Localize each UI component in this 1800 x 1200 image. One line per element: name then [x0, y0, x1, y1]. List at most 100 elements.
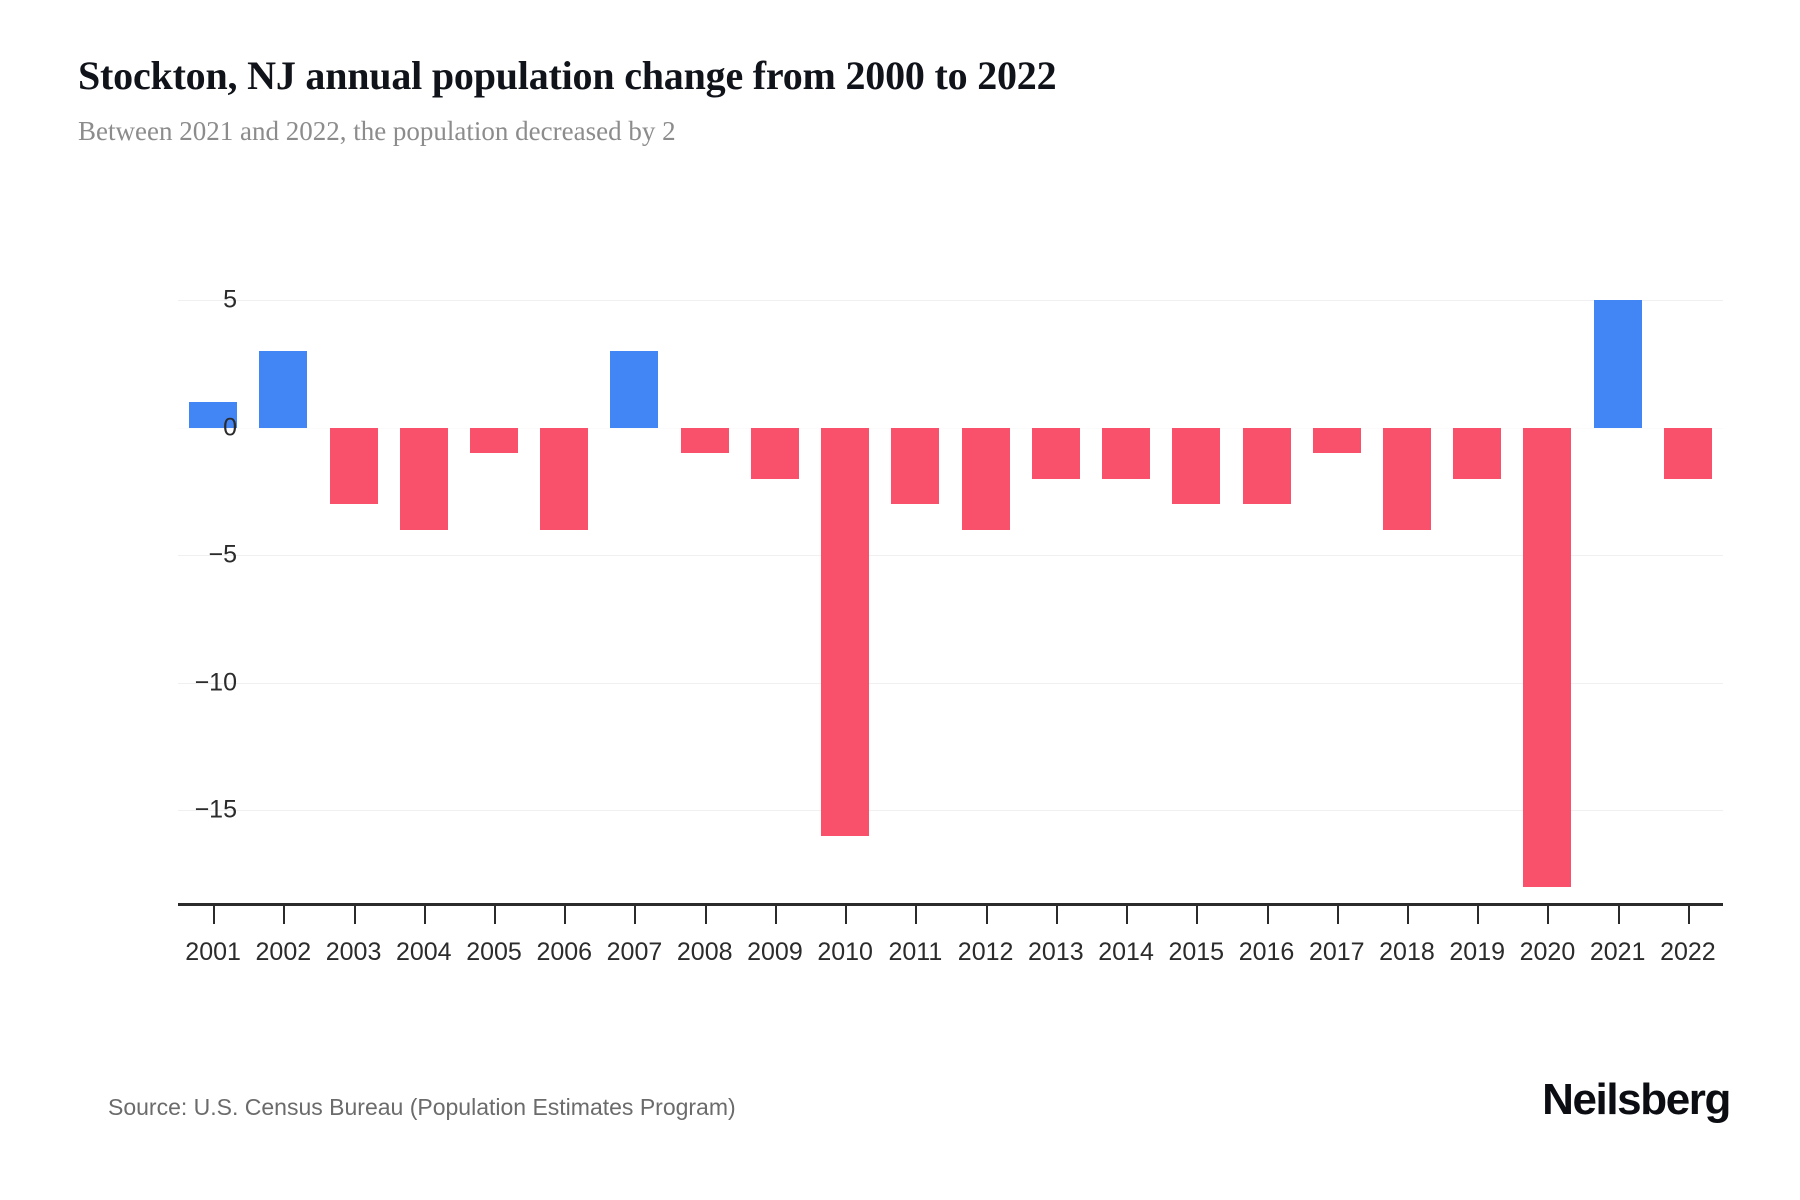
x-axis-tick-label: 2008: [676, 938, 733, 966]
x-axis-tick: [423, 906, 426, 924]
x-axis-tick: [1687, 906, 1690, 924]
x-axis-tick: [845, 906, 848, 924]
bar[interactable]: [1523, 427, 1572, 887]
bar[interactable]: [961, 427, 1010, 530]
x-axis-tick-label: 2003: [325, 938, 382, 966]
x-axis-tick-label: 2006: [536, 938, 593, 966]
bar-slot: [1512, 298, 1582, 903]
x-axis-tick-label: 2020: [1519, 938, 1576, 966]
x-axis-tick-label: 2002: [255, 938, 312, 966]
x-axis-tick-label: 2021: [1589, 938, 1646, 966]
bar[interactable]: [1031, 427, 1080, 479]
bar-slot: [1302, 298, 1372, 903]
bar[interactable]: [1663, 427, 1712, 479]
bar[interactable]: [821, 427, 870, 836]
bar[interactable]: [891, 427, 940, 504]
bar[interactable]: [399, 427, 448, 530]
x-axis-tick-label: 2012: [957, 938, 1014, 966]
bar[interactable]: [259, 351, 308, 428]
bar[interactable]: [540, 427, 589, 530]
bar-slot: [599, 298, 669, 903]
x-axis-tick-label: 2018: [1379, 938, 1435, 966]
bar-slot: [1231, 298, 1301, 903]
source-note: Source: U.S. Census Bureau (Population E…: [108, 1094, 736, 1120]
gridline--10: [178, 682, 1723, 684]
bar[interactable]: [1102, 427, 1151, 479]
x-axis-tick: [283, 906, 286, 924]
x-axis-tick: [1126, 906, 1129, 924]
x-axis-tick-label: 2007: [606, 938, 663, 966]
bar-slot: [880, 298, 950, 903]
x-axis-tick: [1406, 906, 1409, 924]
x-axis-tick-label: 2014: [1098, 938, 1154, 966]
x-axis-tick: [634, 906, 637, 924]
bar-slot: [810, 298, 880, 903]
x-axis-tick-label: 2015: [1168, 938, 1225, 966]
bar[interactable]: [470, 427, 519, 453]
bar[interactable]: [189, 402, 238, 428]
x-axis-tick: [1196, 906, 1199, 924]
bar-slot: [1442, 298, 1512, 903]
page-title: Stockton, NJ annual population change fr…: [78, 53, 1057, 98]
x-axis-tick-label: 2004: [395, 938, 452, 966]
x-axis-tick: [704, 906, 707, 924]
x-axis-tick-label: 2010: [817, 938, 873, 966]
x-axis-line: [178, 903, 1723, 906]
x-axis-tick: [985, 906, 988, 924]
bars-group: [178, 298, 1723, 903]
bar-slot: [1583, 298, 1653, 903]
bar[interactable]: [1382, 427, 1431, 530]
bar-slot: [1021, 298, 1091, 903]
bar[interactable]: [1312, 427, 1361, 453]
x-axis-tick-label: 2017: [1308, 938, 1365, 966]
plot-inner: [178, 298, 1723, 903]
x-axis-tick-label: 2001: [185, 938, 241, 966]
bar-slot: [529, 298, 599, 903]
x-axis-tick: [1547, 906, 1550, 924]
x-axis-tick-label: 2005: [466, 938, 522, 966]
x-axis-tick: [1477, 906, 1480, 924]
y-axis-tick-label: 0: [223, 413, 237, 441]
bar[interactable]: [1172, 427, 1221, 504]
bar-slot: [670, 298, 740, 903]
bar-slot: [248, 298, 318, 903]
y-axis-tick-label: −15: [194, 795, 237, 824]
x-axis-tick-label: 2013: [1028, 938, 1084, 966]
brand-logo: Neilsberg: [1542, 1075, 1731, 1124]
chart-header: Stockton, NJ annual population change fr…: [78, 52, 1718, 148]
x-axis-tick: [774, 906, 777, 924]
x-axis-tick: [564, 906, 567, 924]
bar-slot: [318, 298, 388, 903]
gridline--5: [178, 555, 1723, 556]
bar[interactable]: [610, 351, 659, 428]
x-axis-tick: [1055, 906, 1058, 924]
y-axis-tick-label: −10: [194, 668, 237, 696]
bar-slot: [389, 298, 459, 903]
x-axis-tick: [494, 906, 497, 924]
x-axis-tick-label: 2022: [1660, 938, 1716, 966]
bar-slot: [740, 298, 810, 903]
y-axis-tick-label: −5: [208, 540, 237, 569]
bar[interactable]: [1242, 427, 1291, 504]
x-axis-tick: [1617, 906, 1620, 924]
bar[interactable]: [1453, 427, 1502, 479]
x-axis-tick: [915, 906, 918, 924]
bar-slot: [178, 298, 248, 903]
bar[interactable]: [329, 427, 378, 504]
bar-slot: [951, 298, 1021, 903]
x-axis-tick-label: 2019: [1449, 938, 1506, 966]
bar-slot: [1161, 298, 1231, 903]
bar-slot: [1372, 298, 1442, 903]
x-axis-tick-label: 2016: [1238, 938, 1295, 966]
bar[interactable]: [680, 427, 729, 453]
bar[interactable]: [750, 427, 799, 479]
gridline--15: [178, 810, 1723, 811]
x-axis-tick: [213, 906, 216, 924]
x-axis-tick: [1266, 906, 1269, 924]
bar[interactable]: [1593, 300, 1642, 428]
gridline-0: [178, 427, 1723, 429]
bar-slot: [1653, 298, 1723, 903]
gridline-5: [178, 300, 1723, 301]
